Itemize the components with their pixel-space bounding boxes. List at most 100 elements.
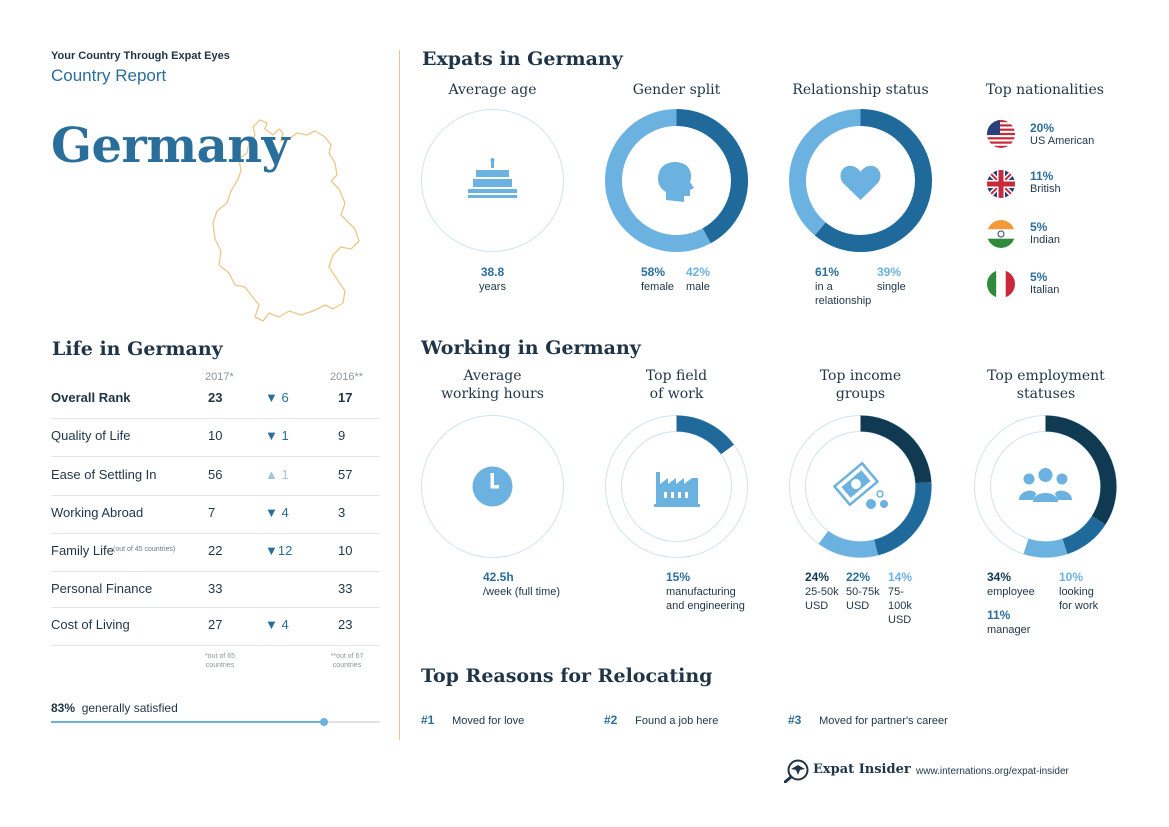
uk-flag-icon xyxy=(987,170,1015,198)
gender-donut xyxy=(605,109,748,252)
rank-2017-value: 33 xyxy=(208,581,223,596)
rank-change-down: ▼ 4 xyxy=(265,505,289,520)
clock-icon xyxy=(472,466,513,507)
life-section-title: Life in Germany xyxy=(52,338,223,360)
heart-icon xyxy=(840,165,881,200)
employment-arc-employee xyxy=(974,415,1117,558)
single-pct: 39% xyxy=(877,265,902,279)
germany-map-outline xyxy=(212,119,360,322)
people-group-icon xyxy=(1019,468,1072,502)
income-donut xyxy=(789,415,932,558)
rank-label-note: (out of 45 countries) xyxy=(113,546,176,553)
rank-row: Working Abroad 7 ▼ 4 3 xyxy=(51,495,380,534)
rank-2017-value: 27 xyxy=(208,617,223,632)
india-flag-icon xyxy=(987,220,1015,248)
rank-change-up: ▲ 1 xyxy=(265,467,289,482)
hours-value: 42.5h xyxy=(483,570,514,584)
hours-unit: /week (full time) xyxy=(483,586,561,598)
rank-2017-value: 22 xyxy=(208,543,223,558)
employment-employee: 34% employee xyxy=(987,570,1035,598)
single-label: single xyxy=(877,281,906,293)
employment-title: Top employment statuses xyxy=(987,368,1105,402)
footnote-2017: *out of 65 countries xyxy=(205,653,235,669)
field-label-2: and engineering xyxy=(666,600,745,612)
hours-value-block: 42.5h /week (full time) xyxy=(483,570,560,599)
income-title: Top income groups xyxy=(819,368,902,402)
income-group-2: 22% 50-75k USD xyxy=(846,570,880,612)
rank-change-down: ▼ 4 xyxy=(265,617,289,632)
rank-label: Personal Finance xyxy=(51,581,153,596)
rank-row: Personal Finance 33 33 xyxy=(51,571,380,608)
field-title: Top field of work xyxy=(645,368,708,402)
rank-2017-value: 56 xyxy=(208,467,223,482)
relationship-single-block: 39% single xyxy=(877,265,906,294)
col-2016-header: 2016** xyxy=(330,371,364,383)
female-label: female xyxy=(641,281,675,293)
col-2017-header: 2017* xyxy=(205,371,234,383)
income-group-3: 14% 75- 100k USD xyxy=(888,570,913,626)
reasons-section-title: Top Reasons for Relocating xyxy=(421,665,713,687)
field-pct: 15% xyxy=(666,570,691,584)
rank-label: Ease of Settling In xyxy=(51,467,157,482)
rank-change-down: ▼ 1 xyxy=(265,428,289,443)
relationship-title: Relationship status xyxy=(792,82,929,98)
rank-row: Family Life (out of 45 countries) 22 ▼12 10 xyxy=(51,533,380,572)
rank-label: Overall Rank xyxy=(51,390,131,405)
vertical-divider xyxy=(399,50,400,740)
relationship-in-block: 61% in a relationship xyxy=(815,265,871,308)
income-arc-75-100k xyxy=(789,415,932,558)
reason-1: #1 Moved for love xyxy=(421,713,525,727)
rank-2016-value: 9 xyxy=(338,428,346,443)
nationalities-title: Top nationalities xyxy=(986,82,1104,98)
nationality-3: 5% Indian xyxy=(1030,220,1060,246)
age-circle xyxy=(421,109,564,252)
brand-name: Expat Insider xyxy=(813,762,911,777)
tagline: Your Country Through Expat Eyes xyxy=(51,50,230,62)
employment-donut xyxy=(974,415,1117,558)
report-subtitle: Country Report xyxy=(51,66,167,85)
employment-looking: 10% looking for work xyxy=(1059,570,1099,612)
rank-2016-value: 10 xyxy=(338,543,353,558)
rank-2016-value: 23 xyxy=(338,617,353,632)
footer-url[interactable]: www.internations.org/expat-insider xyxy=(916,766,1069,777)
working-section-title: Working in Germany xyxy=(421,337,641,359)
relationship-donut xyxy=(789,109,932,252)
nationality-2: 11% British xyxy=(1030,169,1061,195)
reason-3: #3 Moved for partner's career xyxy=(788,713,948,727)
female-pct: 58% xyxy=(641,265,666,279)
rank-2017-value: 7 xyxy=(208,505,216,520)
field-donut xyxy=(605,415,748,558)
factory-icon xyxy=(654,472,700,507)
age-value-block: 38.8 years xyxy=(420,265,565,294)
rank-2016-value: 57 xyxy=(338,467,353,482)
money-icon xyxy=(832,461,888,509)
satisfaction-marker xyxy=(320,718,329,726)
gender-female-block: 58% female xyxy=(641,265,674,294)
male-pct: 42% xyxy=(686,265,711,279)
rank-change-down: ▼ 6 xyxy=(265,390,289,405)
footnote-2016: **out of 67 countries xyxy=(330,653,364,669)
expats-section-title: Expats in Germany xyxy=(422,48,623,70)
income-group-1: 24% 25-50k USD xyxy=(805,570,839,612)
age-unit: years xyxy=(479,281,506,293)
nationality-1: 20% US American xyxy=(1030,121,1095,147)
rank-label: Working Abroad xyxy=(51,505,144,520)
satisfaction-text: 83% generally satisfied xyxy=(51,701,178,715)
rank-2016-value: 3 xyxy=(338,505,346,520)
rank-label: Quality of Life xyxy=(51,428,131,443)
rank-2016-value: 17 xyxy=(338,390,353,405)
gender-male-block: 42% male xyxy=(686,265,710,294)
hours-title: Average working hours xyxy=(441,368,544,402)
reason-2: #2 Found a job here xyxy=(604,713,719,727)
rank-label: Family Life xyxy=(51,543,114,558)
gender-title: Gender split xyxy=(632,82,721,98)
italy-flag-icon xyxy=(987,270,1015,298)
country-name: Germany xyxy=(51,118,290,174)
field-label-1: manufacturing xyxy=(666,586,736,598)
hours-circle xyxy=(421,415,564,558)
expat-insider-logo-icon xyxy=(784,759,809,783)
rank-label: Cost of Living xyxy=(51,617,130,632)
rank-2017-value: 10 xyxy=(208,428,223,443)
employment-manager: 11% manager xyxy=(987,608,1031,636)
gender-male-arc xyxy=(605,109,748,252)
